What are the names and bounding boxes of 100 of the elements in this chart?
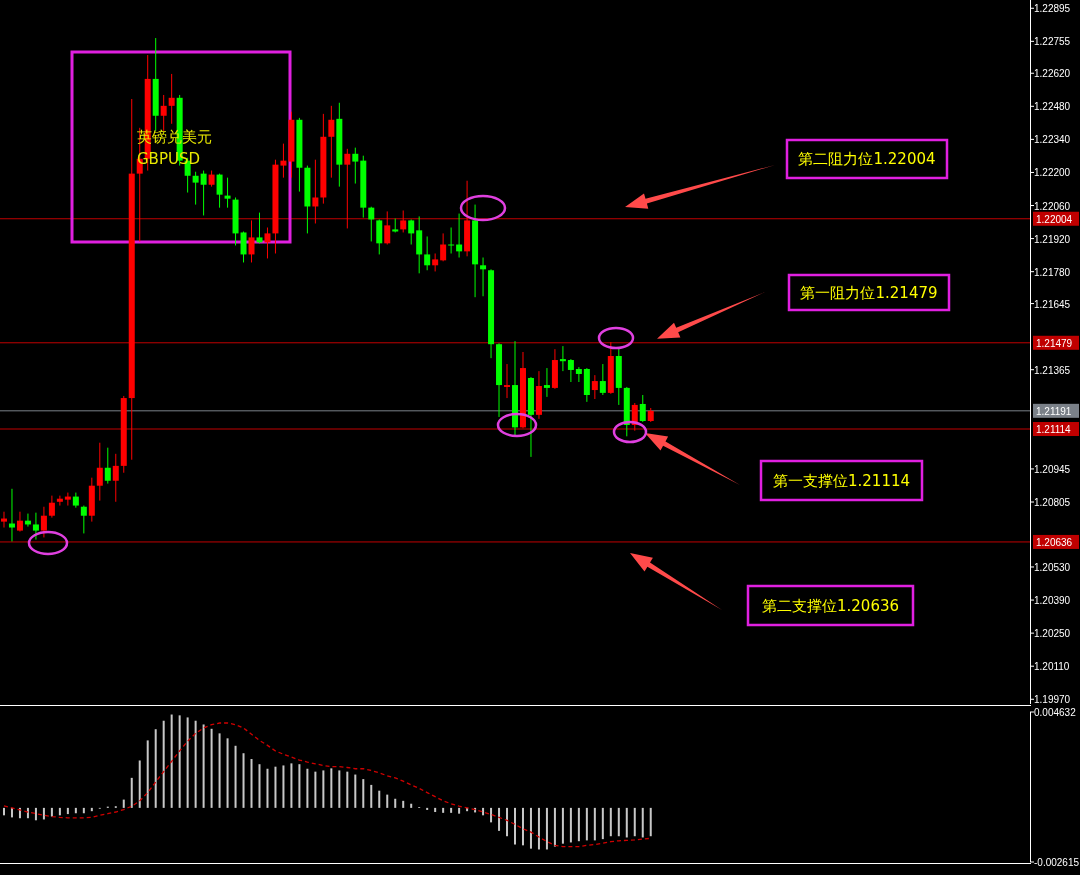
bar	[154, 729, 157, 808]
bar	[625, 807, 628, 838]
bar	[545, 807, 548, 850]
y-tick-label: 1.22620	[1034, 68, 1071, 80]
bar	[226, 738, 229, 808]
candlestick	[480, 257, 487, 297]
bar	[426, 807, 429, 810]
bar	[234, 745, 237, 808]
bar	[386, 794, 389, 808]
bar	[290, 763, 293, 808]
y-tick-label: 1.22060	[1034, 200, 1071, 212]
candlestick	[575, 366, 582, 383]
candlestick	[408, 218, 415, 246]
y-tick-label: 1.22480	[1034, 101, 1071, 113]
bar	[34, 807, 37, 821]
candlestick	[48, 495, 55, 519]
candlestick	[96, 442, 103, 502]
candlestick	[240, 231, 247, 263]
bar	[521, 807, 524, 846]
candlestick	[264, 227, 271, 259]
bar	[218, 733, 221, 808]
bar	[314, 771, 317, 808]
line-series	[3, 722, 652, 848]
candlestick	[64, 492, 71, 507]
ref-line-label: 1.22004	[1036, 213, 1073, 225]
bar	[561, 807, 564, 844]
y-tick-label: 1.20530	[1034, 561, 1071, 573]
y-tick-label: 1.20110	[1034, 661, 1070, 673]
candlestick	[248, 219, 255, 263]
bar	[498, 807, 501, 831]
bar	[42, 807, 45, 820]
candlestick	[599, 363, 606, 396]
candlestick	[112, 453, 119, 503]
candlestick	[280, 143, 287, 179]
bar	[649, 807, 652, 837]
candlestick	[591, 374, 598, 400]
y-tick-label: 1.21365	[1034, 364, 1071, 376]
bar	[138, 760, 141, 808]
bar	[514, 807, 516, 845]
bar	[162, 720, 165, 808]
bar	[178, 715, 181, 808]
candlestick	[104, 447, 111, 485]
candlestick	[440, 232, 447, 262]
candlestick	[424, 235, 431, 271]
bar	[641, 807, 644, 838]
bar	[529, 807, 532, 849]
bar	[322, 770, 325, 808]
y-tick-label: 1.22755	[1034, 36, 1071, 48]
bar	[378, 790, 381, 808]
candlestick	[567, 358, 574, 383]
bar	[130, 777, 133, 808]
y-tick-label: 1.22200	[1034, 167, 1071, 179]
bar	[585, 807, 588, 841]
bar	[282, 765, 285, 808]
y-tick-label: 1.21920	[1034, 233, 1071, 245]
candlestick	[40, 506, 47, 538]
bar	[186, 717, 189, 808]
y-tick-label: 1.19970	[1034, 694, 1071, 706]
bar	[330, 768, 333, 808]
bar	[506, 807, 509, 837]
bar	[362, 779, 365, 808]
annotation: 第二支撑位1.20636	[761, 596, 900, 615]
y-tick-label: 1.20805	[1034, 497, 1071, 509]
annotation: 第一支撑位1.21114	[772, 471, 911, 490]
candlestick	[448, 227, 455, 254]
bar	[569, 807, 572, 843]
bar	[274, 766, 277, 808]
bar	[210, 728, 213, 808]
bar	[553, 807, 556, 847]
bar	[593, 807, 596, 841]
bar	[74, 807, 77, 814]
candlestick	[344, 148, 351, 229]
y-tick-label: 1.22340	[1034, 134, 1071, 146]
bar	[266, 768, 269, 808]
ref-line-label: 1.21114	[1036, 424, 1072, 436]
bar	[458, 807, 461, 814]
bar	[346, 771, 349, 808]
candlestick	[328, 105, 335, 179]
annotation: 第二阻力位1.22004	[798, 150, 936, 168]
y-tick-label: 0.004632	[1034, 707, 1077, 718]
candlestick	[312, 159, 319, 224]
bar	[2, 807, 5, 816]
candlestick	[639, 394, 646, 423]
candlestick	[368, 206, 375, 242]
bar	[450, 807, 453, 813]
candlestick	[200, 170, 207, 216]
bar	[82, 807, 85, 814]
candlestick	[504, 363, 511, 399]
bar	[50, 807, 53, 817]
candlestick	[224, 177, 231, 209]
candlestick	[256, 212, 263, 244]
candlestick	[216, 173, 223, 209]
bar	[434, 807, 437, 813]
ref-line-label: 1.21191	[1036, 405, 1072, 417]
bar	[250, 759, 253, 808]
y-tick-label: 1.20945	[1034, 463, 1071, 475]
ref-line-label: 1.21479	[1036, 337, 1073, 349]
annotation: 第一阻力位1.21479	[800, 283, 938, 302]
bar	[170, 714, 173, 808]
bar	[370, 784, 373, 808]
